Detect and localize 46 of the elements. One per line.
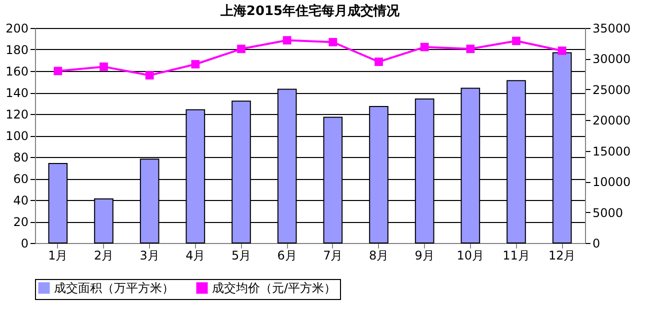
- point: [145, 71, 154, 80]
- y2-tick-label: 10000: [592, 175, 631, 190]
- point: [328, 38, 338, 46]
- x-tick-label: 10月: [456, 248, 484, 262]
- point: [237, 44, 246, 54]
- y2-tick-label: 25000: [592, 82, 631, 97]
- y-tick-label: 40: [13, 194, 28, 208]
- x-tick-label: 12月: [548, 248, 576, 262]
- y-tick-label: 160: [6, 64, 28, 78]
- x-tick-label: 7月: [323, 248, 343, 262]
- x-tick-label: 1月: [48, 248, 68, 262]
- y2-tick-label: 5000: [592, 206, 624, 220]
- y2-tick-label: 20000: [592, 114, 631, 128]
- x-tick-label: 9月: [414, 248, 434, 262]
- legend-label: 成交面积（万平方米）: [54, 281, 174, 295]
- y-tick-label: 200: [6, 22, 28, 36]
- y2-tick-label: 30000: [592, 52, 631, 66]
- x-tick-label: 6月: [277, 248, 297, 262]
- y-tick-label: 100: [6, 129, 28, 143]
- y-tick-label: 120: [6, 108, 28, 122]
- y2-tick-label: 0: [592, 236, 600, 250]
- y-tick-label: 0: [20, 236, 28, 250]
- x-tick-label: 11月: [502, 248, 530, 262]
- y2-tick-label: 35000: [592, 22, 631, 36]
- y-tick-label: 180: [6, 43, 28, 57]
- point: [282, 36, 292, 44]
- x-tick-label: 3月: [140, 248, 160, 262]
- y-tick-label: 20: [13, 215, 28, 229]
- point: [466, 44, 475, 54]
- point: [512, 36, 520, 46]
- x-tick-label: 4月: [186, 248, 206, 262]
- point: [374, 58, 383, 66]
- y-tick-label: 80: [13, 150, 28, 164]
- y2-tick-label: 15000: [592, 144, 631, 158]
- y-tick-label: 140: [6, 86, 28, 100]
- point: [54, 66, 62, 76]
- legend-label: 成交均价（元/平方米）: [212, 281, 336, 295]
- point: [558, 46, 566, 55]
- point: [191, 60, 200, 68]
- x-tick-label: 8月: [368, 248, 389, 262]
- y-tick-label: 60: [13, 172, 28, 186]
- x-tick-label: 5月: [231, 248, 252, 262]
- point: [100, 62, 108, 71]
- chart-title: 上海2015年住宅每月成交情况: [219, 3, 401, 19]
- x-tick-label: 2月: [94, 248, 114, 262]
- point: [420, 42, 429, 52]
